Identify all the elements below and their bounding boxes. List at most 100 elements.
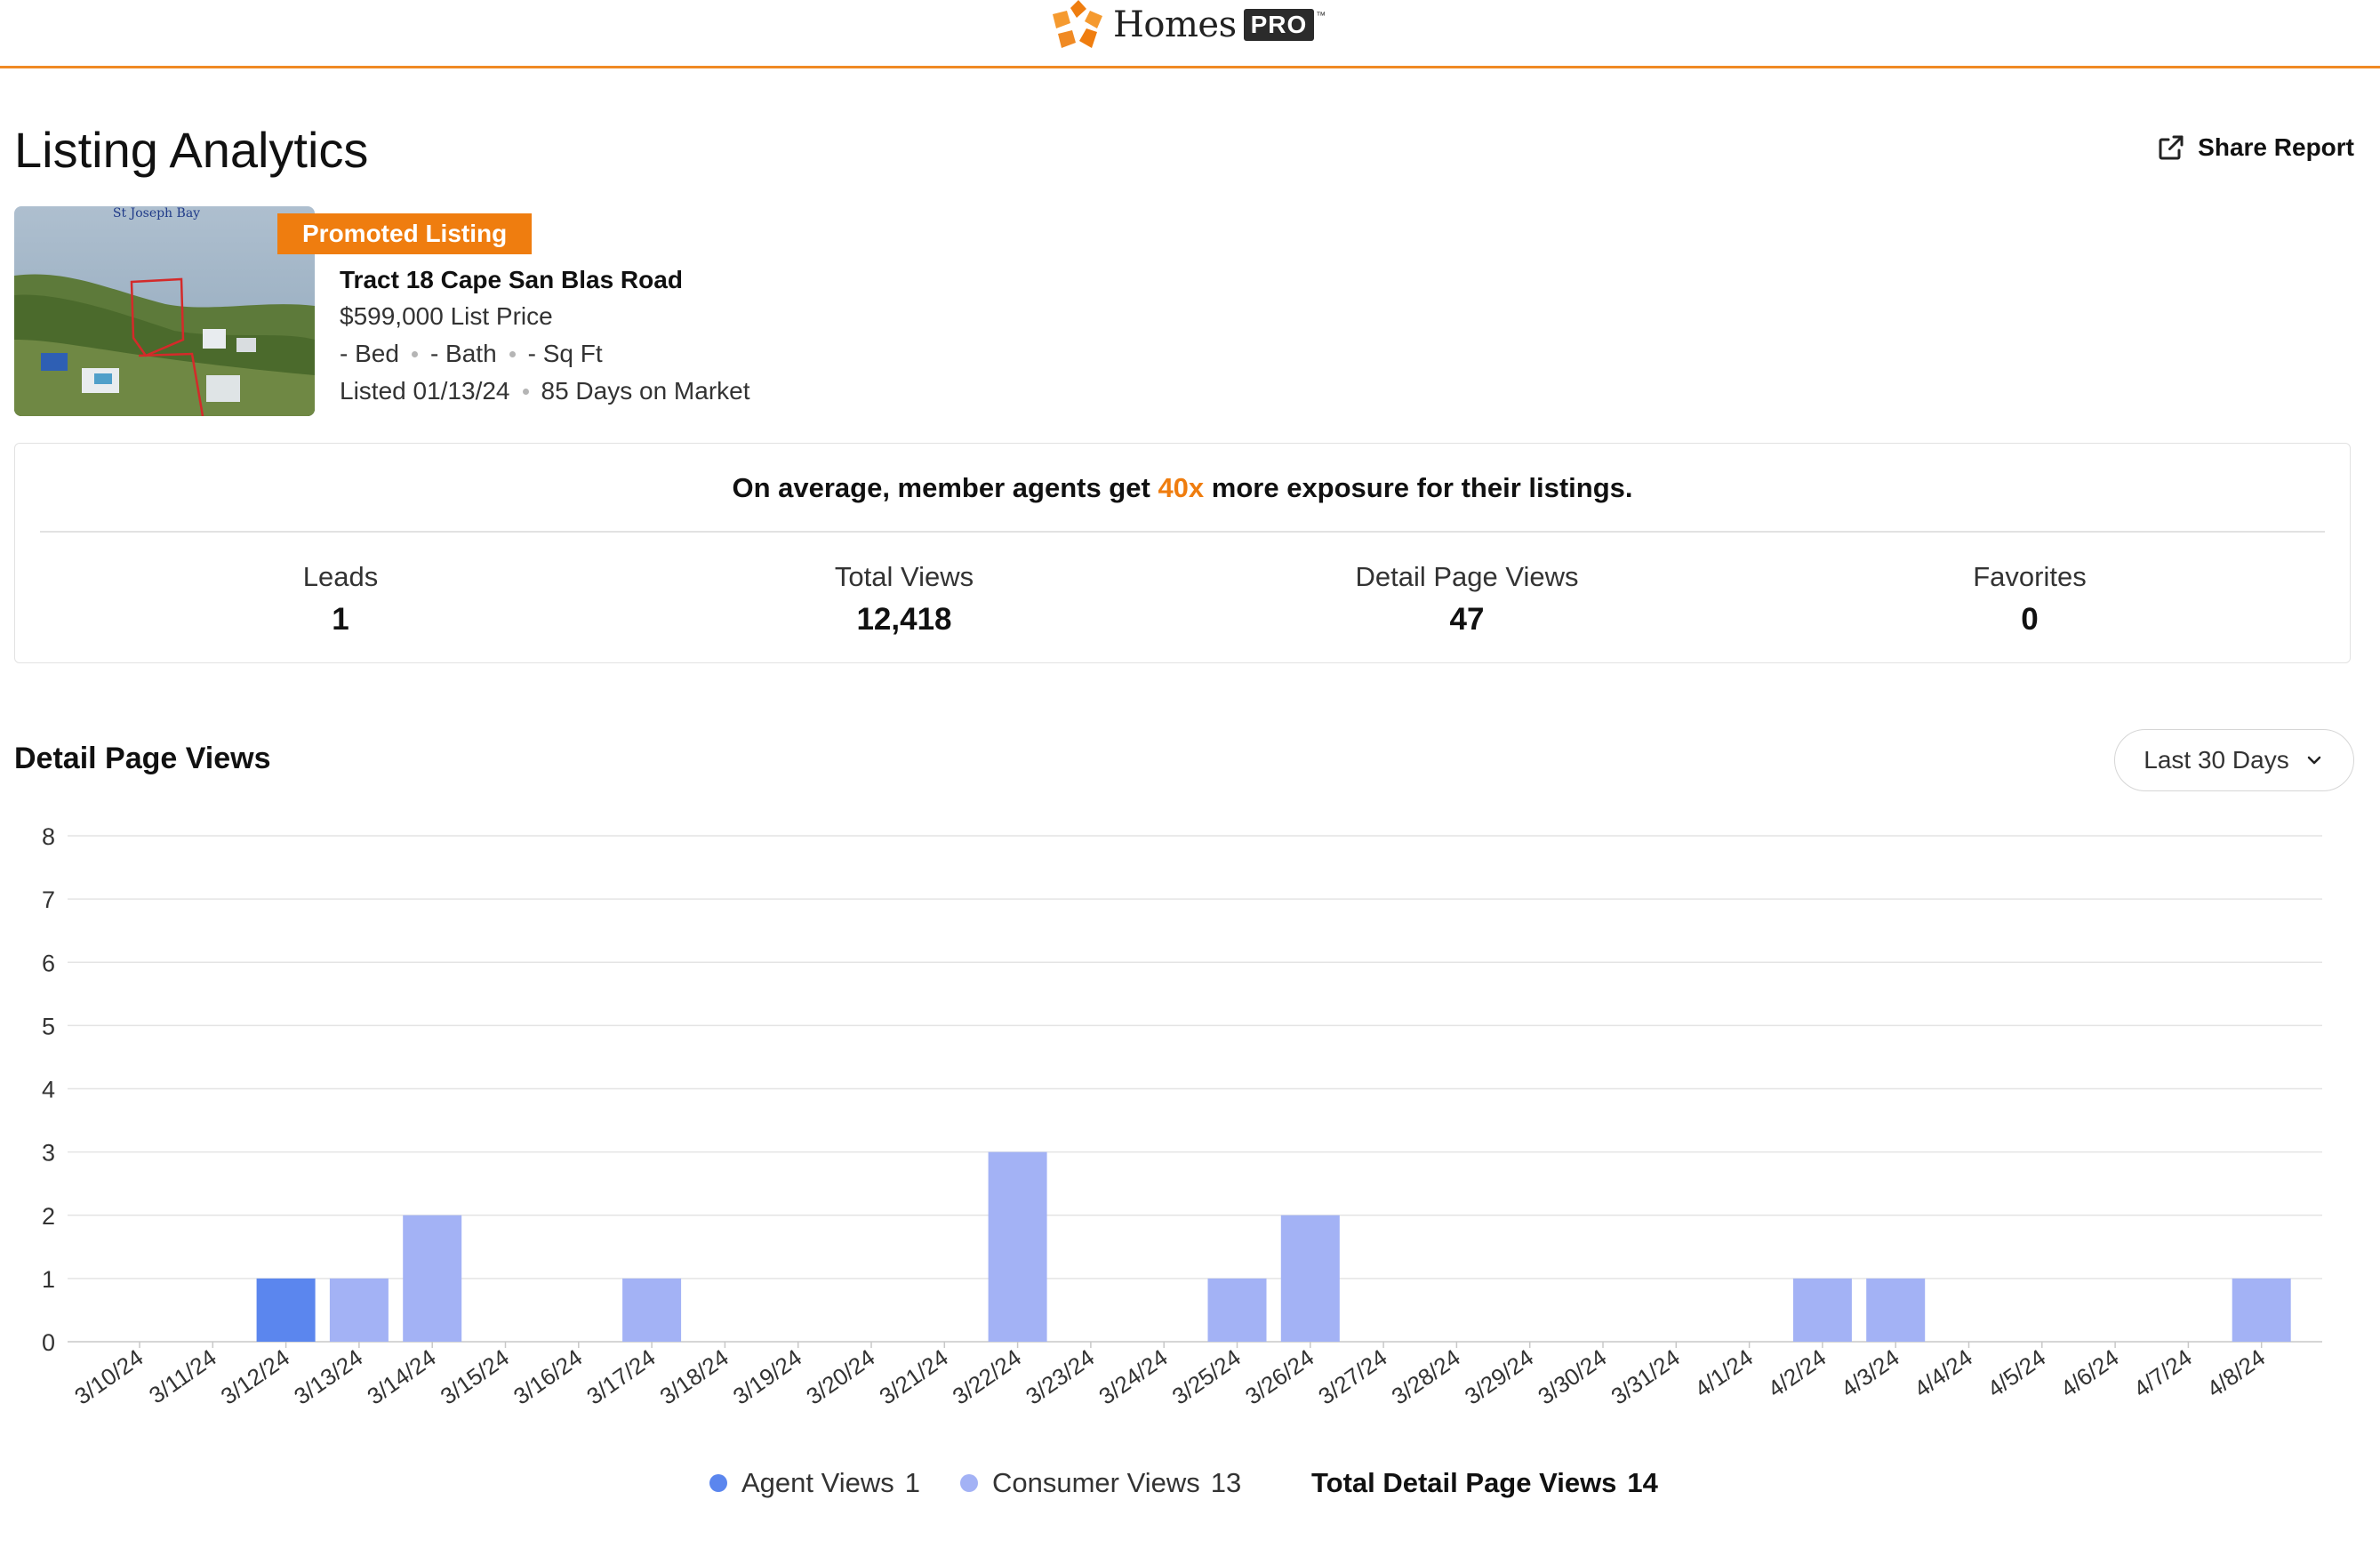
legend-total-count: 14 <box>1627 1467 1658 1498</box>
x-tick-label: 3/11/24 <box>144 1343 221 1408</box>
x-tick-label: 3/25/24 <box>1167 1343 1246 1409</box>
bar-consumer-views <box>329 1278 389 1342</box>
x-tick-label: 3/18/24 <box>655 1343 733 1409</box>
x-tick-label: 3/14/24 <box>362 1343 440 1409</box>
y-tick-label: 3 <box>42 1140 55 1167</box>
bar-consumer-views <box>1866 1278 1926 1342</box>
consumer-views-swatch <box>960 1474 978 1492</box>
top-header: Homes PRO ™ <box>0 0 2380 68</box>
detail-page-views-chart: 0123456783/10/243/11/243/12/243/13/243/1… <box>42 823 2322 1410</box>
x-tick-label: 3/15/24 <box>436 1343 514 1409</box>
legend-total-label: Total Detail Page Views <box>1311 1467 1617 1498</box>
separator-dot <box>509 350 516 357</box>
logo-wordmark: Homes <box>1113 4 1237 45</box>
exposure-text-end: more exposure for their listings. <box>1204 472 1633 503</box>
share-icon <box>2159 135 2184 160</box>
bar-consumer-views <box>1207 1278 1267 1342</box>
photo-caption: St Joseph Bay <box>113 206 200 221</box>
x-tick-label: 4/3/24 <box>1836 1343 1903 1402</box>
x-tick-label: 3/19/24 <box>728 1343 806 1409</box>
legend-agent-views[interactable]: Agent Views 1 <box>709 1467 920 1499</box>
y-tick-label: 5 <box>42 1013 55 1039</box>
x-tick-label: 3/13/24 <box>289 1343 367 1409</box>
x-tick-label: 3/28/24 <box>1387 1343 1465 1409</box>
x-tick-label: 3/31/24 <box>1606 1343 1684 1409</box>
stat-value: 12,418 <box>856 602 952 637</box>
listed-date: Listed 01/13/24 <box>340 377 510 405</box>
bar-consumer-views <box>2232 1278 2291 1342</box>
y-tick-label: 6 <box>42 950 55 976</box>
y-tick-label: 8 <box>42 823 55 850</box>
date-range-dropdown[interactable]: Last 30 Days <box>2114 729 2354 791</box>
homes-logo-icon <box>1053 0 1102 48</box>
x-tick-label: 3/20/24 <box>801 1343 879 1409</box>
y-tick-label: 1 <box>42 1266 55 1293</box>
bar-consumer-views <box>988 1151 1047 1342</box>
x-tick-label: 3/16/24 <box>509 1343 587 1409</box>
x-tick-label: 3/24/24 <box>1094 1343 1172 1409</box>
stat-detail-page-views: Detail Page Views 47 <box>1289 561 1645 638</box>
listing-meta: Listed 01/13/24 85 Days on Market <box>340 377 750 405</box>
stat-label: Leads <box>302 561 379 592</box>
x-tick-label: 3/26/24 <box>1240 1343 1318 1409</box>
listing-price: $599,000 List Price <box>340 302 553 330</box>
separator-dot <box>522 388 529 395</box>
chevron-down-icon <box>2307 756 2320 765</box>
x-tick-label: 3/10/24 <box>69 1343 148 1409</box>
x-tick-label: 3/17/24 <box>581 1343 660 1409</box>
share-report-label: Share Report <box>2198 133 2354 161</box>
date-range-value: Last 30 Days <box>2144 746 2289 774</box>
legend-label: Agent Views <box>741 1467 894 1498</box>
x-tick-label: 4/5/24 <box>1983 1343 2050 1402</box>
legend-consumer-views[interactable]: Consumer Views 13 <box>960 1467 1241 1499</box>
legend-count: 13 <box>1210 1467 1242 1498</box>
logo-trademark: ™ <box>1316 11 1326 21</box>
page-title: Listing Analytics <box>14 122 369 178</box>
stat-label: Favorites <box>1973 561 2087 592</box>
stat-value: 47 <box>1449 602 1485 637</box>
homes-pro-logo[interactable]: Homes PRO ™ <box>1053 0 1326 50</box>
x-tick-label: 4/4/24 <box>1910 1343 1977 1402</box>
stat-label: Total Views <box>834 561 974 592</box>
x-tick-label: 3/12/24 <box>216 1343 294 1409</box>
bar-consumer-views <box>1280 1215 1340 1342</box>
y-tick-label: 2 <box>42 1203 55 1230</box>
sqft-value: - Sq Ft <box>527 340 603 367</box>
y-tick-label: 7 <box>42 886 55 913</box>
y-tick-label: 4 <box>42 1077 55 1103</box>
stat-value: 1 <box>332 602 349 637</box>
aerial-photo-image: St Joseph Bay <box>14 206 315 416</box>
agent-views-swatch <box>709 1474 727 1492</box>
stat-favorites: Favorites 0 <box>1852 561 2208 638</box>
x-tick-label: 3/23/24 <box>1021 1343 1099 1409</box>
x-tick-label: 3/30/24 <box>1533 1343 1611 1409</box>
x-tick-label: 4/8/24 <box>2202 1343 2270 1402</box>
stats-divider <box>40 531 2325 533</box>
x-tick-label: 3/21/24 <box>874 1343 952 1409</box>
x-tick-label: 4/1/24 <box>1690 1343 1758 1402</box>
exposure-text-start: On average, member agents get <box>732 472 1158 503</box>
stat-value: 0 <box>2021 602 2039 637</box>
bar-consumer-views <box>622 1278 682 1342</box>
listing-photo[interactable]: St Joseph Bay <box>14 206 315 416</box>
x-tick-label: 3/29/24 <box>1460 1343 1538 1409</box>
bath-count: - Bath <box>429 340 497 367</box>
share-report-button[interactable]: Share Report <box>2155 132 2354 164</box>
chart-legend: Agent Views 1 Consumer Views 13 Total De… <box>0 1467 2380 1512</box>
days-on-market: 85 Days on Market <box>541 377 750 405</box>
legend-total: Total Detail Page Views 14 <box>1311 1467 1658 1499</box>
bed-count: - Bed <box>340 340 399 367</box>
x-tick-label: 4/6/24 <box>2055 1343 2123 1402</box>
stat-leads: Leads 1 <box>163 561 518 638</box>
x-tick-label: 3/22/24 <box>948 1343 1026 1409</box>
x-tick-label: 4/7/24 <box>2128 1343 2196 1402</box>
chart-title: Detail Page Views <box>14 742 271 775</box>
y-tick-label: 0 <box>42 1329 55 1356</box>
exposure-multiplier: 40x <box>1158 472 1205 503</box>
bar-consumer-views <box>1792 1278 1852 1342</box>
listing-address[interactable]: Tract 18 Cape San Blas Road <box>340 266 683 293</box>
exposure-message: On average, member agents get 40x more e… <box>15 472 2350 504</box>
stats-card: On average, member agents get 40x more e… <box>14 443 2351 663</box>
bar-consumer-views <box>403 1215 462 1342</box>
separator-dot <box>411 350 418 357</box>
